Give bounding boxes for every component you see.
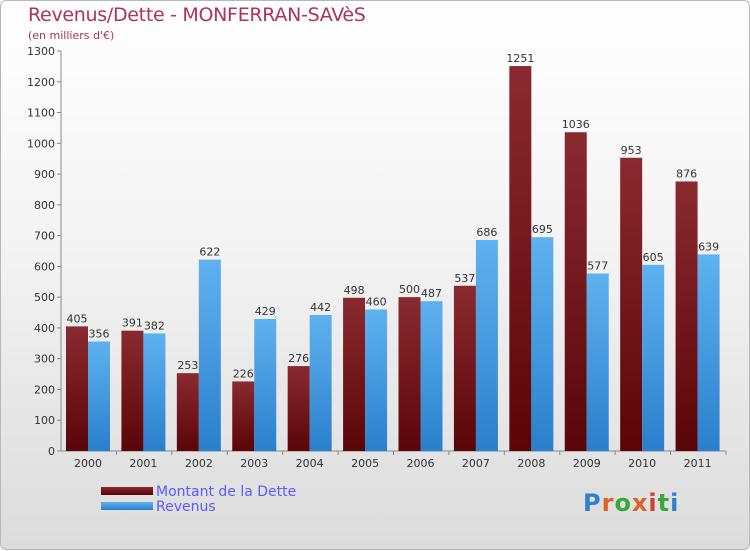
x-tick-label: 2009 [573,457,601,470]
bar-dette [675,181,698,451]
y-tick-label: 800 [34,199,55,212]
data-label-dette: 276 [288,352,309,365]
chart-title: Revenus/Dette - MONFERRAN-SAVèS [28,4,366,26]
data-label-dette: 1036 [562,118,590,131]
x-tick-label: 2008 [517,457,545,470]
data-label-revenus: 639 [698,240,719,253]
data-label-dette: 953 [621,144,642,157]
logo-letter: i [648,489,658,517]
x-tick-label: 2000 [74,457,102,470]
logo-letter: P [583,489,602,517]
bar-revenus [198,259,221,451]
y-tick-label: 1100 [27,107,55,120]
logo-letter: x [631,489,649,517]
y-tick-label: 600 [34,260,55,273]
bar-revenus [586,273,609,451]
bar-revenus [475,239,498,451]
data-label-dette: 1251 [506,52,534,65]
data-label-revenus: 487 [421,287,442,300]
bar-dette [176,373,199,451]
data-label-revenus: 622 [199,246,220,259]
bar-revenus [365,309,388,451]
bar-dette [620,157,643,451]
data-label-revenus: 695 [532,223,553,236]
y-tick-label: 1200 [27,76,55,89]
legend-label-dette: Montant de la Dette [156,484,297,500]
bar-revenus [531,237,554,451]
legend-label-revenus: Revenus [156,499,216,515]
y-tick-label: 400 [34,322,55,335]
x-tick-label: 2004 [296,457,324,470]
x-tick-label: 2011 [684,457,712,470]
x-tick-label: 2003 [240,457,268,470]
y-tick-label: 100 [34,414,55,427]
bar-dette [66,326,88,451]
y-tick-label: 1000 [27,137,55,150]
x-tick-label: 2005 [351,457,379,470]
bar-dette [232,381,255,451]
data-label-dette: 498 [344,284,365,297]
x-tick-label: 2006 [407,457,435,470]
bar-revenus [309,315,332,451]
bar-revenus [697,254,720,451]
bar-dette [287,366,310,451]
logo-letter: o [614,489,632,517]
logo-letter: i [670,489,680,517]
data-label-dette: 253 [177,359,198,372]
y-tick-label: 200 [34,383,55,396]
bar-revenus [420,301,443,451]
data-label-dette: 405 [67,312,88,325]
data-label-dette: 226 [233,367,254,380]
bar-revenus [88,341,110,451]
legend-swatch-revenus [101,502,153,510]
y-tick-label: 500 [34,291,55,304]
bar-revenus [254,319,277,451]
data-label-dette: 391 [122,317,143,330]
bar-dette [121,330,144,451]
x-tick-label: 2002 [185,457,213,470]
y-tick-label: 1300 [27,45,55,58]
y-tick-label: 700 [34,230,55,243]
logo-letter: t [657,489,671,517]
bar-revenus [143,333,166,451]
bar-revenus [642,264,665,451]
y-tick-label: 900 [34,168,55,181]
data-label-revenus: 686 [476,226,497,239]
data-label-dette: 500 [399,283,420,296]
data-label-revenus: 382 [144,319,165,332]
x-tick-label: 2007 [462,457,490,470]
x-tick-label: 2001 [129,457,157,470]
legend-swatch-dette [101,487,153,495]
data-label-revenus: 605 [643,251,664,264]
bar-dette [398,297,421,451]
y-tick-label: 300 [34,353,55,366]
data-label-dette: 876 [676,167,697,180]
bar-dette [343,297,366,451]
data-label-revenus: 577 [587,259,608,272]
bar-dette [564,132,587,451]
data-label-dette: 537 [454,272,475,285]
logo-letter: r [601,489,615,517]
chart-subtitle: (en milliers d'€) [28,29,115,42]
data-label-revenus: 356 [89,327,110,340]
y-tick-label: 0 [48,445,55,458]
chart-bars [66,66,720,452]
bar-dette [453,285,476,451]
data-label-revenus: 442 [310,301,331,314]
chart-axes: 0 100 200 300 400 500 600 700 800 900 1000 1100 1200… [27,45,727,470]
bar-dette [509,66,532,452]
proxiti-logo: Proxiti [583,489,679,517]
data-label-revenus: 460 [366,295,387,308]
x-tick-label: 2010 [628,457,656,470]
data-label-revenus: 429 [255,305,276,318]
